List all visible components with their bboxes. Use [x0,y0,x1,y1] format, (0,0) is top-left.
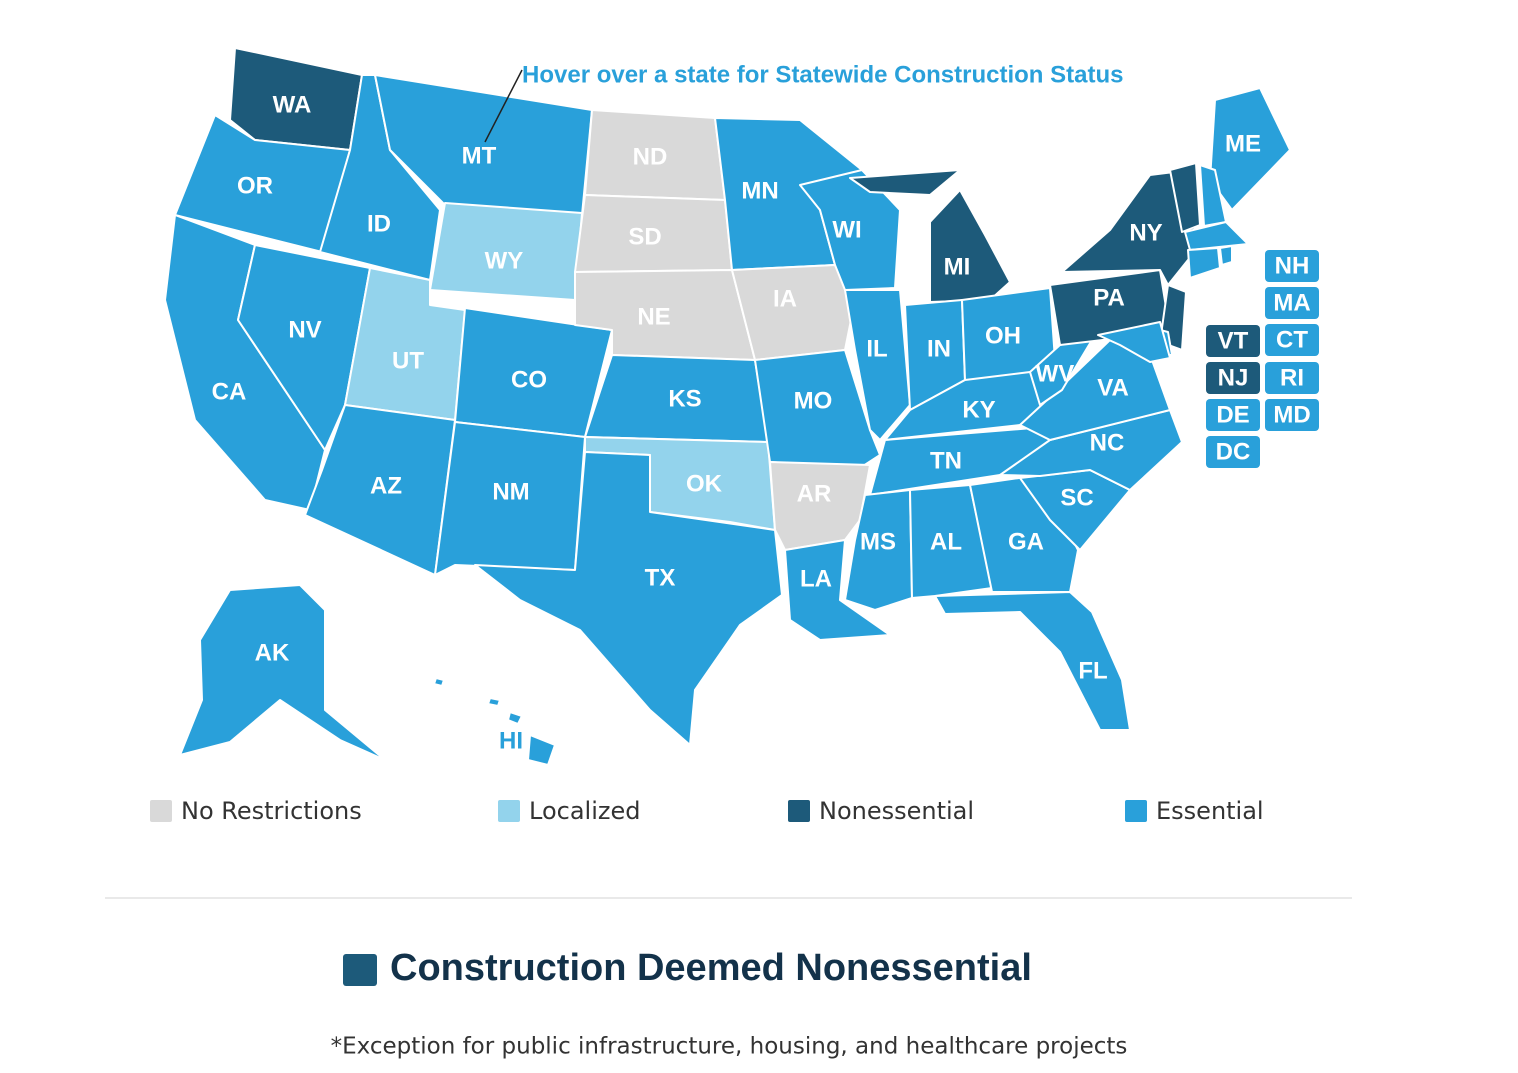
state[interactable]: ME [1209,87,1291,211]
state[interactable]: AK [179,584,386,761]
state-box[interactable] [1206,399,1260,431]
state-shape[interactable] [1219,245,1233,266]
state-shape[interactable] [929,189,1011,303]
legend-swatch [1125,800,1147,822]
state-box[interactable] [1265,362,1319,394]
state-shape[interactable] [434,421,586,576]
state-shape[interactable] [1169,162,1201,233]
legend-swatch [788,800,810,822]
state-shape[interactable] [584,109,726,201]
state[interactable]: FL [934,591,1131,731]
state-shape[interactable] [584,354,769,443]
state-shape[interactable] [487,697,501,707]
state-box[interactable] [1206,436,1260,468]
legend-label: Essential [1156,797,1264,825]
state-shape[interactable] [1097,321,1171,363]
state-shape[interactable] [1187,247,1221,279]
state-shape[interactable] [731,264,856,361]
state[interactable]: ND [584,109,726,201]
legend-label: Localized [529,797,640,825]
legend: No Restrictions Localized Nonessential Esse… [150,797,1264,825]
state-shape[interactable] [474,451,783,746]
state[interactable]: IA [731,264,856,361]
state-box[interactable] [1206,362,1260,394]
state[interactable]: KS [584,354,769,443]
state[interactable]: WA [229,47,363,151]
state-shape[interactable] [1184,221,1249,251]
heading: Construction Deemed Nonessential [390,947,1032,989]
footnote: *Exception for public infrastructure, ho… [331,1034,1128,1060]
state-shape[interactable] [179,584,386,761]
state-shape[interactable] [574,194,733,273]
state-label: HI [499,727,523,754]
state-box[interactable] [1265,250,1319,282]
state[interactable]: WY [429,202,583,301]
state-shape[interactable] [304,404,456,576]
state-shape[interactable] [433,677,445,687]
state-shape[interactable] [229,47,363,151]
state-shape[interactable] [429,202,583,301]
state-box[interactable] [1265,287,1319,319]
state[interactable]: NM [434,421,586,576]
legend-label: Nonessential [819,797,974,825]
state[interactable]: SD [574,194,733,273]
legend-label: No Restrictions [181,797,362,825]
state-shape[interactable] [527,734,556,766]
state-box[interactable] [1265,399,1319,431]
state-shape[interactable] [507,711,523,725]
state-box[interactable] [1206,325,1260,357]
state-shape[interactable] [909,484,993,599]
legend-swatch [150,800,172,822]
state-shape[interactable] [849,169,961,196]
state-shape[interactable] [1209,87,1291,211]
state-shape[interactable] [844,289,911,441]
legend-swatch [498,800,520,822]
state-shape[interactable] [784,539,891,641]
state[interactable]: HI [433,677,556,766]
state-shape[interactable] [1029,334,1096,406]
state[interactable]: DC [1206,436,1260,468]
annotation-leader [484,69,523,143]
heading-swatch [343,954,377,986]
state-shape[interactable] [934,591,1131,731]
map-title: Hover over a state for Statewide Constru… [522,61,1123,88]
state-shape[interactable] [237,244,371,451]
state-box[interactable] [1265,324,1319,356]
